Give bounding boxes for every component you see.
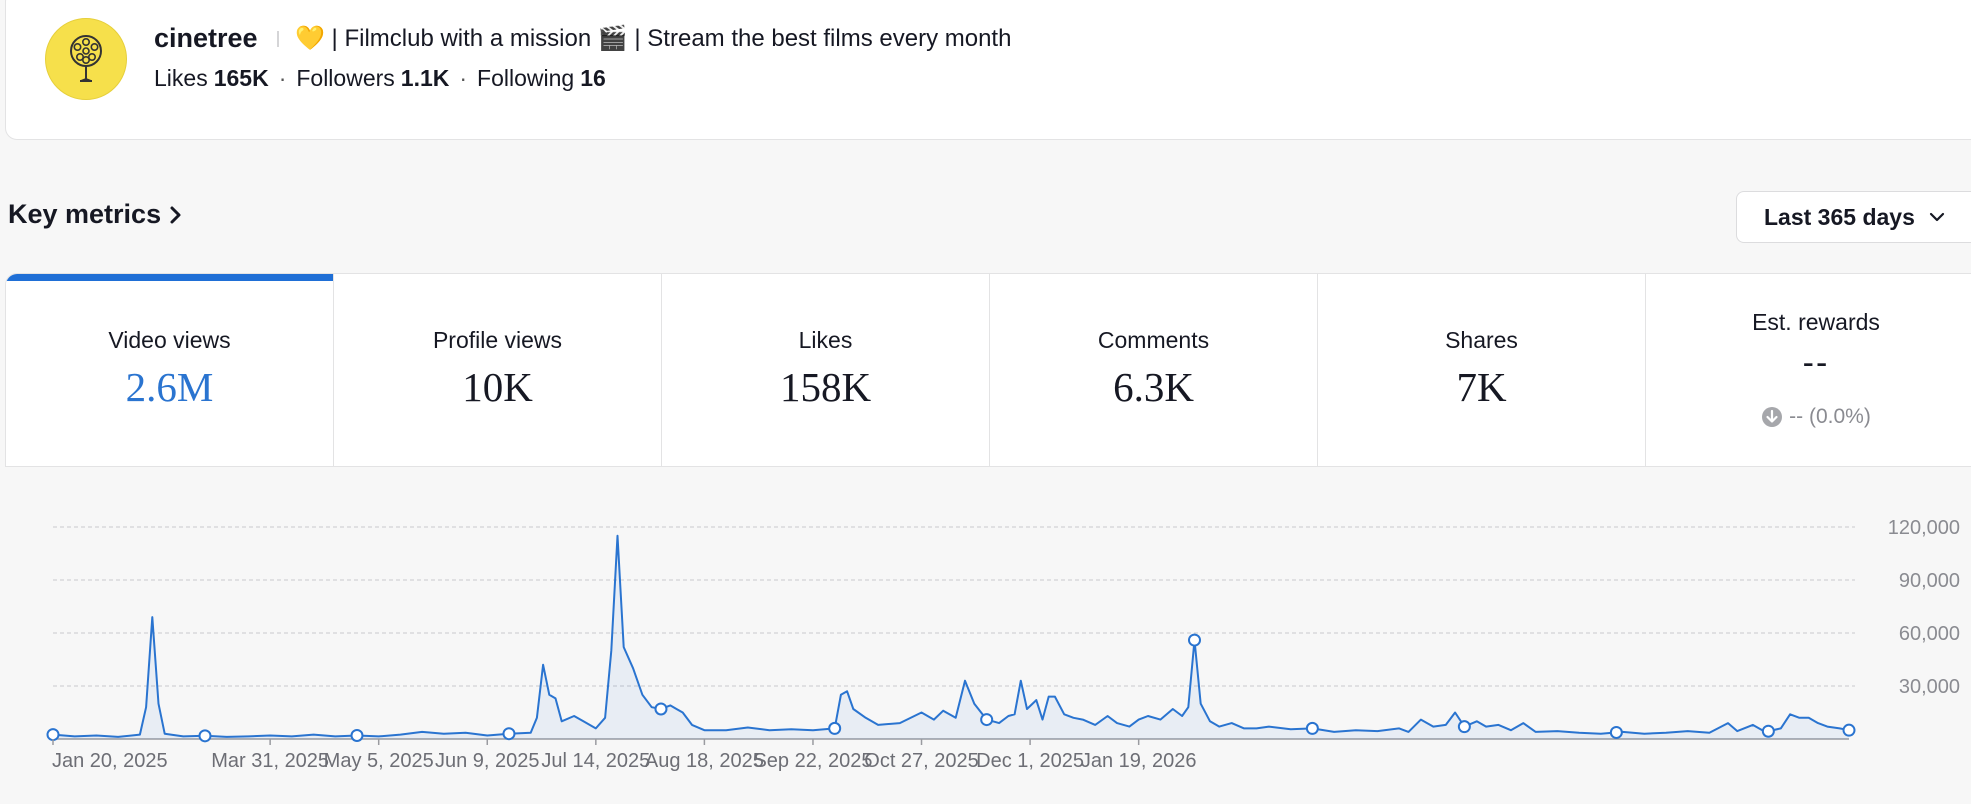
y-tick-label: 120,000 <box>1888 517 1960 539</box>
data-point <box>980 713 994 727</box>
followers-count[interactable]: 1.1K <box>400 65 450 91</box>
tab-shares[interactable]: Shares 7K <box>1318 274 1646 466</box>
following-label[interactable]: Following <box>477 65 575 91</box>
profile-stats: Likes 165K · Followers 1.1K · Following … <box>154 65 606 92</box>
data-point <box>828 721 842 735</box>
likes-count: 165K <box>213 65 269 91</box>
series-line <box>52 534 1850 738</box>
bio: 💛 | Filmclub with a mission 🎬 | Stream t… <box>295 25 1012 52</box>
arrow-down-circle-icon <box>1762 407 1783 427</box>
metric-value: 158K <box>779 364 872 410</box>
x-tick-label: Sep 22, 2025 <box>753 750 872 772</box>
data-point <box>1761 724 1775 738</box>
metric-value: 2.6M <box>125 364 214 410</box>
profile-card: cinetree 💛 | Filmclub with a mission 🎬 |… <box>5 0 1971 140</box>
metric-value: -- <box>1802 344 1830 382</box>
metric-change: -- (0.0%) <box>1646 405 1971 429</box>
tab-est-rewards[interactable]: Est. rewards -- -- (0.0%) <box>1646 274 1971 466</box>
username[interactable]: cinetree <box>154 23 258 53</box>
x-tick-label: Aug 18, 2025 <box>645 750 764 772</box>
date-range-select[interactable]: Last 365 days <box>1736 191 1971 243</box>
data-point <box>502 727 516 741</box>
x-tick-label: Oct 27, 2025 <box>864 750 979 772</box>
following-count[interactable]: 16 <box>580 65 606 91</box>
x-tick-label: Jan 20, 2025 <box>52 750 168 772</box>
key-metrics-link[interactable]: Key metrics <box>8 199 183 230</box>
data-point <box>1457 720 1471 734</box>
metric-label: Est. rewards <box>1752 309 1880 335</box>
data-point <box>1305 721 1319 735</box>
y-tick-label: 30,000 <box>1899 676 1960 698</box>
y-tick-label: 90,000 <box>1899 570 1960 592</box>
separator-dot: · <box>459 65 468 91</box>
data-point <box>350 728 364 742</box>
x-tick-label: Dec 1, 2025 <box>976 750 1084 772</box>
followers-label[interactable]: Followers <box>296 65 395 91</box>
x-tick-label: Jun 9, 2025 <box>435 750 540 772</box>
series-area <box>53 535 1849 739</box>
metric-value: 10K <box>462 364 533 410</box>
data-point <box>1609 725 1623 739</box>
metric-label: Shares <box>1445 327 1518 353</box>
video-views-chart: 30,000 60,000 90,000 120,000 Jan 20, 2025 Mar… <box>0 467 1971 804</box>
avatar[interactable] <box>45 18 127 100</box>
key-metrics-title: Key metrics <box>8 199 162 229</box>
data-point <box>46 728 60 742</box>
tab-comments[interactable]: Comments 6.3K <box>990 274 1318 466</box>
metric-label: Comments <box>1097 327 1210 353</box>
data-point <box>1842 723 1856 737</box>
chevron-right-icon <box>170 206 181 223</box>
tab-video-views[interactable]: Video views 2.6M <box>6 274 334 466</box>
x-tick-label: May 5, 2025 <box>324 750 434 772</box>
likes-label: Likes <box>154 65 208 91</box>
metric-label: Likes <box>798 327 853 353</box>
date-range-label: Last 365 days <box>1764 203 1915 230</box>
film-reel-icon <box>70 35 102 82</box>
metric-label: Video views <box>108 327 231 353</box>
separator-dot: · <box>278 65 287 91</box>
x-tick-label: Mar 31, 2025 <box>211 750 329 772</box>
data-point <box>1187 633 1201 647</box>
metric-label: Profile views <box>432 327 563 353</box>
tab-likes[interactable]: Likes 158K <box>662 274 990 466</box>
line-chart: 30,000 60,000 90,000 120,000 Jan 20, 2025 Mar… <box>46 517 1960 772</box>
data-point <box>198 729 212 743</box>
data-point <box>654 702 668 716</box>
metric-change-text: -- (0.0%) <box>1789 405 1871 428</box>
tab-profile-views[interactable]: Profile views 10K <box>334 274 662 466</box>
metrics-tabs: Video views 2.6M Profile views 10K Likes… <box>5 273 1971 467</box>
y-tick-label: 60,000 <box>1899 623 1960 645</box>
metric-value: 7K <box>1456 364 1507 410</box>
chevron-down-icon <box>1929 212 1944 222</box>
x-tick-label: Jan 19, 2026 <box>1081 750 1197 772</box>
x-tick-label: Jul 14, 2025 <box>541 750 650 772</box>
metric-value: 6.3K <box>1113 364 1194 410</box>
divider <box>277 31 279 47</box>
